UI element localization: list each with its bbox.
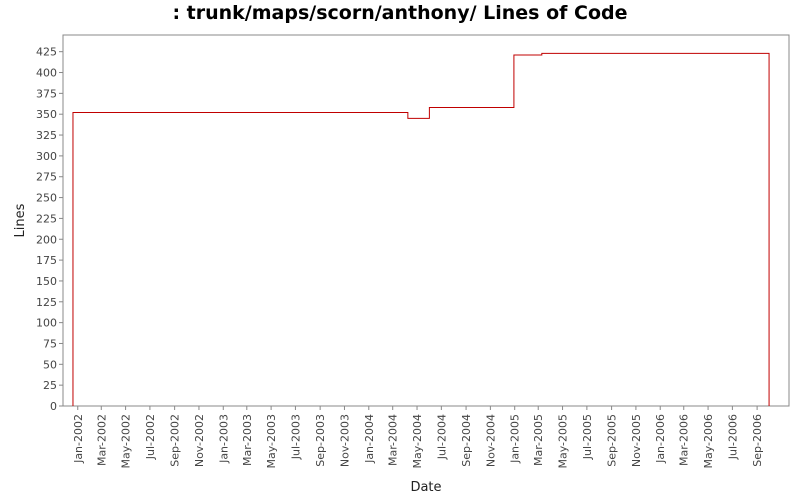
y-tick-label: 425 [36, 46, 57, 59]
y-axis: 0 25 50 75 100 125 150 175 200 225 250 275 300 325 350… [36, 46, 63, 413]
y-tick-label: 150 [36, 275, 57, 288]
x-tick-label: May-2004 [411, 414, 424, 469]
series-line [72, 52, 770, 406]
x-tick-label: Mar-2003 [241, 414, 254, 466]
x-tick-label: Jan-2002 [72, 414, 85, 464]
y-tick-label: 325 [36, 129, 57, 142]
y-tick-label: 300 [36, 150, 57, 163]
x-axis: Jan-2002 Mar-2002 May-2002 Jul-2002 Sep-2002… [72, 406, 764, 469]
x-tick-label: Jul-2005 [581, 414, 594, 460]
x-tick-label: May-2003 [265, 414, 278, 469]
x-tick-label: Jul-2002 [144, 414, 157, 460]
x-tick-label: Sep-2004 [460, 414, 473, 467]
x-tick-label: Nov-2003 [338, 414, 351, 467]
x-tick-label: Mar-2006 [678, 414, 691, 466]
plot-area [62, 34, 790, 407]
y-tick-label: 350 [36, 108, 57, 121]
x-tick-label: Jan-2004 [363, 414, 376, 464]
x-tick-label: Nov-2005 [630, 414, 643, 467]
y-tick-label: 25 [43, 379, 57, 392]
y-tick-label: 0 [50, 400, 57, 413]
y-tick-label: 175 [36, 254, 57, 267]
y-tick-label: 50 [43, 358, 57, 371]
x-tick-label: Nov-2002 [193, 414, 206, 467]
x-axis-label: Date [410, 480, 441, 495]
x-tick-label: May-2002 [120, 414, 133, 469]
x-tick-label: Jul-2006 [726, 414, 739, 460]
y-tick-label: 375 [36, 87, 57, 100]
x-tick-label: May-2006 [702, 414, 715, 469]
y-tick-label: 275 [36, 171, 57, 184]
y-tick-label: 100 [36, 317, 57, 330]
series-layer [72, 52, 770, 406]
x-tick-label: Sep-2005 [606, 414, 619, 467]
y-axis-label: Lines [13, 203, 28, 237]
x-tick-label: Nov-2004 [484, 414, 497, 467]
y-tick-label: 125 [36, 296, 57, 309]
y-tick-label: 225 [36, 212, 57, 225]
x-tick-label: May-2005 [557, 414, 570, 469]
x-tick-label: Jul-2004 [435, 414, 448, 460]
chart-title: : trunk/maps/scorn/anthony/ Lines of Cod… [172, 2, 628, 24]
x-tick-label: Jan-2003 [217, 414, 230, 464]
x-tick-label: Mar-2004 [387, 414, 400, 466]
x-tick-label: Mar-2002 [95, 414, 108, 466]
x-tick-label: Jan-2005 [509, 414, 522, 464]
x-tick-label: Mar-2005 [532, 414, 545, 466]
x-tick-label: Jan-2006 [654, 414, 667, 464]
x-tick-label: Sep-2003 [314, 414, 327, 467]
x-tick-label: Jul-2003 [289, 414, 302, 460]
x-tick-label: Sep-2006 [751, 414, 764, 467]
x-tick-label: Sep-2002 [169, 414, 182, 467]
y-tick-label: 75 [43, 337, 57, 350]
y-tick-label: 200 [36, 233, 57, 246]
y-tick-label: 400 [36, 67, 57, 80]
y-tick-label: 250 [36, 192, 57, 205]
